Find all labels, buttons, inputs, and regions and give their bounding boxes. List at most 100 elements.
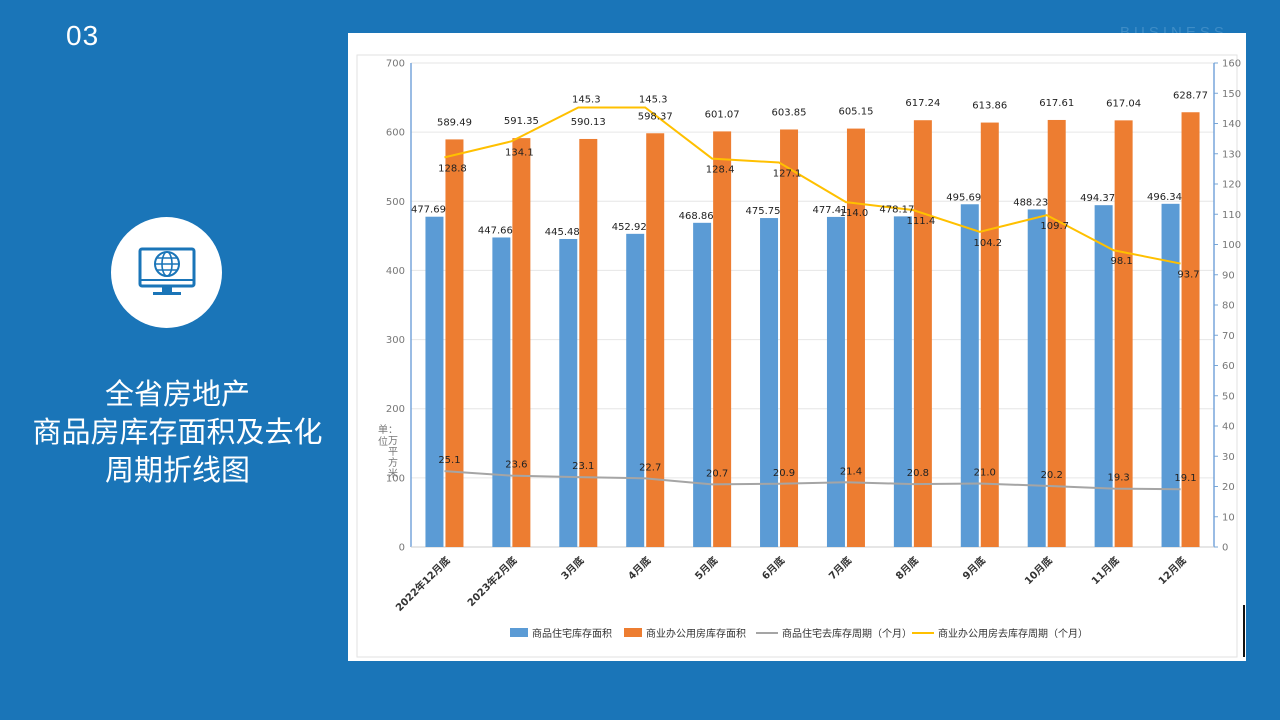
bar-office <box>1047 119 1066 547</box>
bar-office <box>445 139 464 547</box>
line-office-label: 145.3 <box>572 94 601 105</box>
line-office-label: 128.8 <box>438 163 467 174</box>
y-right-tick-label: 80 <box>1222 301 1235 312</box>
line-office-label: 134.1 <box>505 147 534 158</box>
bar-residential-label: 494.37 <box>1080 193 1115 204</box>
y-right-tick-label: 60 <box>1222 361 1235 372</box>
line-office-label: 93.7 <box>1177 270 1199 281</box>
bar-office-label: 617.24 <box>905 98 940 109</box>
x-category-label: 6月底 <box>759 554 787 582</box>
bar-residential <box>693 222 712 547</box>
x-category-label: 2023年2月底 <box>464 554 519 609</box>
y-left-tick-label: 700 <box>386 59 405 70</box>
y-left-tick-label: 600 <box>386 128 405 139</box>
y-right-tick-label: 130 <box>1222 149 1241 160</box>
legend-label: 商品住宅库存面积 <box>532 627 612 640</box>
edge-divider <box>1243 605 1245 657</box>
x-category-label: 12月底 <box>1155 554 1188 587</box>
legend-swatch <box>510 628 528 637</box>
y-right-tick-label: 0 <box>1222 543 1228 554</box>
title-line-2: 商品房库存面积及去化 <box>32 415 323 449</box>
title-line-1: 全省房地产 <box>104 377 250 411</box>
x-category-label: 8月底 <box>893 554 921 582</box>
bar-residential-label: 452.92 <box>612 222 647 233</box>
bar-residential <box>893 216 912 548</box>
bar-residential-label: 477.69 <box>411 205 446 216</box>
bar-office-label: 605.15 <box>838 107 873 118</box>
bar-office <box>780 129 799 547</box>
x-category-label: 2022年12月底 <box>393 554 453 614</box>
y-right-tick-label: 70 <box>1222 331 1235 342</box>
legend-label: 商品住宅去库存周期（个月） <box>782 627 912 640</box>
line-residential-label: 23.6 <box>505 460 527 471</box>
y-right-tick-label: 20 <box>1222 482 1235 493</box>
y-right-tick-label: 50 <box>1222 391 1235 402</box>
bar-office <box>1181 112 1200 547</box>
line-office-cycle <box>444 106 1181 265</box>
bar-residential <box>826 216 845 547</box>
bar-office <box>579 138 598 547</box>
bar-office-label: 613.86 <box>972 101 1007 112</box>
chart-card: 0 100 200 300 400 500 600 700 0 10 20 30 40 50 60 70 80 9… <box>348 33 1246 661</box>
bar-residential <box>760 218 779 547</box>
bar-office <box>646 133 665 547</box>
page-title: 全省房地产 商品房库存面积及去化 周期折线图 <box>0 375 355 489</box>
bar-residential-label: 488.23 <box>1013 197 1048 208</box>
bar-office-label: 598.37 <box>638 111 673 122</box>
x-category-label: 7月底 <box>826 554 854 582</box>
x-category-label: 9月底 <box>960 554 988 582</box>
y-left-axis-label: 单位：万平方米 <box>378 424 398 480</box>
bar-office <box>846 128 865 547</box>
line-office-label: 98.1 <box>1110 256 1132 267</box>
bar-residential <box>425 216 444 547</box>
line-residential-label: 23.1 <box>572 461 594 472</box>
bar-residential <box>960 204 979 547</box>
line-residential-label: 20.7 <box>706 468 728 479</box>
legend-label: 商业办公用房去库存周期（个月） <box>938 627 1088 640</box>
bar-office-label: 603.85 <box>772 107 807 118</box>
bar-residential-label: 495.69 <box>946 192 981 203</box>
title-line-3: 周期折线图 <box>104 453 250 487</box>
x-category-label: 11月底 <box>1089 554 1122 587</box>
y-right-tick-label: 120 <box>1222 180 1241 191</box>
globe-monitor-icon <box>138 247 196 295</box>
y-right-tick-label: 90 <box>1222 270 1235 281</box>
line-office-label: 145.3 <box>639 94 668 105</box>
line-residential-label: 19.1 <box>1174 473 1196 484</box>
bar-residential <box>1094 205 1113 547</box>
bar-residential-label: 477.41 <box>812 205 847 216</box>
line-residential-label: 22.7 <box>639 462 661 473</box>
y-left-tick-label: 500 <box>386 197 405 208</box>
bar-residential <box>1161 203 1180 547</box>
y-left-tick-label: 200 <box>386 404 405 415</box>
bar-office-label: 591.35 <box>504 116 539 127</box>
y-right-tick-label: 110 <box>1222 210 1241 221</box>
bar-residential <box>626 233 645 547</box>
line-residential-label: 21.0 <box>974 467 996 478</box>
bar-residential-label: 447.66 <box>478 225 513 236</box>
line-residential-label: 20.8 <box>907 468 929 479</box>
bar-office <box>913 120 932 547</box>
y-right-tick-label: 150 <box>1222 89 1241 100</box>
bar-office-label: 589.49 <box>437 117 472 128</box>
bar-residential-label: 475.75 <box>746 206 781 217</box>
y-right-tick-label: 40 <box>1222 422 1235 433</box>
bar-residential-label: 468.86 <box>679 211 714 222</box>
bar-office-label: 628.77 <box>1173 90 1208 101</box>
y-left-tick-label: 100 <box>386 473 405 484</box>
bar-residential-label: 478.17 <box>879 204 914 215</box>
y-right-tick-label: 100 <box>1222 240 1241 251</box>
line-office-label: 114.0 <box>840 208 869 219</box>
x-category-label: 4月底 <box>625 554 653 582</box>
legend-swatch <box>624 628 642 637</box>
line-office-label: 111.4 <box>907 216 936 227</box>
x-category-label: 10月底 <box>1022 554 1055 587</box>
x-category-label: 5月底 <box>692 554 720 582</box>
line-residential-label: 25.1 <box>438 455 460 466</box>
bar-office-label: 617.04 <box>1106 98 1141 109</box>
icon-badge <box>111 217 222 328</box>
bar-residential <box>1027 209 1046 547</box>
y-left-tick-label: 400 <box>386 266 405 277</box>
line-office-label: 128.4 <box>706 165 735 176</box>
line-residential-cycle <box>444 470 1181 491</box>
